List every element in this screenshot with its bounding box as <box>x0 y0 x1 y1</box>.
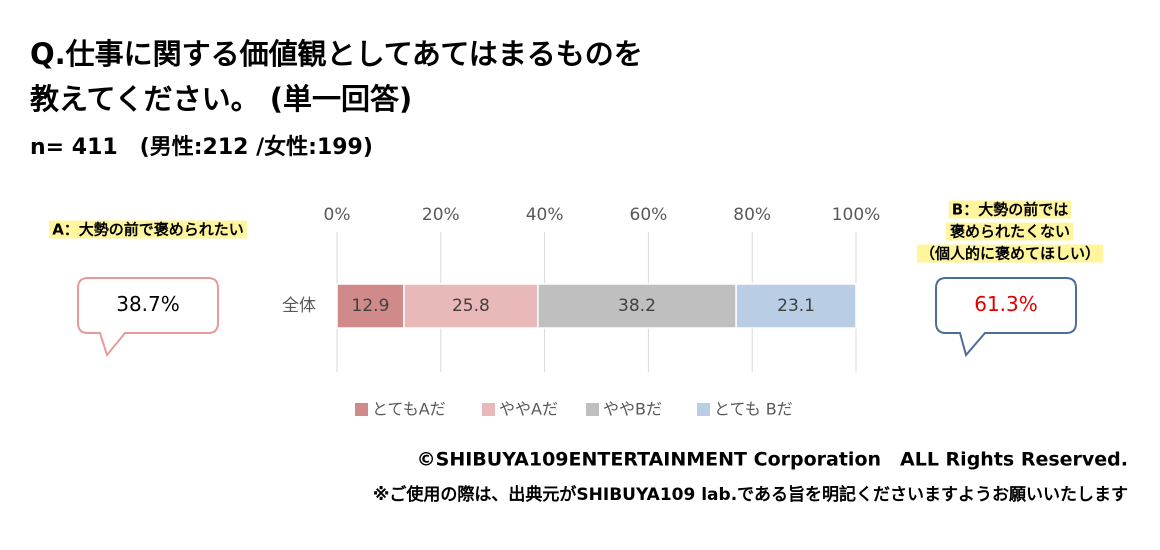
summary-value: 38.7% <box>116 292 180 316</box>
copyright: ©SHIBUYA109ENTERTAINMENT Corporation ALL… <box>417 449 1128 471</box>
label-highlight <box>948 200 1072 219</box>
summary-label: A：大勢の前で褒められたい <box>52 221 244 239</box>
legend-label: ややBだ <box>603 400 662 419</box>
summary-label: 褒められたくない <box>949 223 1070 241</box>
legend-swatch <box>697 403 710 416</box>
data-label: 38.2 <box>618 296 656 316</box>
x-tick-label: 60% <box>630 205 668 225</box>
label-highlight <box>945 222 1074 241</box>
legend-swatch <box>482 403 495 416</box>
summary-bubble <box>935 277 1077 358</box>
summary-value: 61.3% <box>974 292 1038 316</box>
x-tick-label: 20% <box>422 205 460 225</box>
category-label: 全体 <box>282 296 316 316</box>
legend-label: ややAだ <box>499 400 558 419</box>
usage-note: ※ご使用の際は、出典元がSHIBUYA109 lab.である旨を明記くださいます… <box>373 484 1128 505</box>
data-label: 23.1 <box>777 296 815 316</box>
summary-label: B：大勢の前では <box>952 201 1068 219</box>
legend-swatch <box>586 403 599 416</box>
x-tick-label: 100% <box>832 205 881 225</box>
label-highlight <box>49 220 247 239</box>
bar-segment <box>537 283 737 329</box>
x-tick-label: 40% <box>526 205 564 225</box>
subtitle: n= 411 (男性:212 /女性:199) <box>30 134 373 160</box>
bar-segment <box>735 283 857 329</box>
summary-label: （個人的に褒めてほしい） <box>920 245 1100 263</box>
legend-label: とてもAだ <box>372 400 446 419</box>
bar-segment <box>403 283 539 329</box>
x-tick-label: 80% <box>733 205 771 225</box>
x-tick-label: 0% <box>324 205 351 225</box>
data-label: 25.8 <box>452 296 490 316</box>
legend-label: とても Bだ <box>714 400 793 419</box>
summary-bubble <box>77 277 219 358</box>
legend-swatch <box>355 403 368 416</box>
title-line: Q.仕事に関する価値観としてあてはまるものを <box>30 37 643 71</box>
label-highlight <box>916 244 1104 263</box>
data-label: 12.9 <box>352 296 390 316</box>
title-line: 教えてください。 (単一回答) <box>30 82 412 116</box>
